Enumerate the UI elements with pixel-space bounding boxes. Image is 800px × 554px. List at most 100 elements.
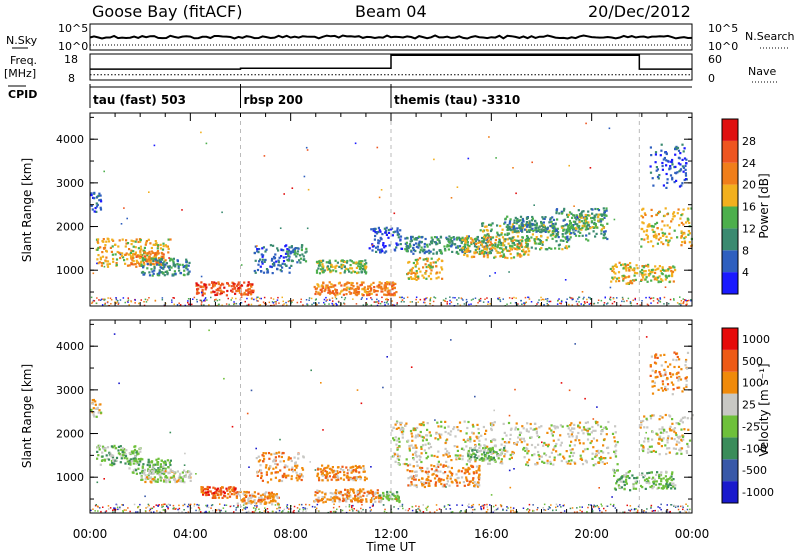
- heatmap-cell: [512, 242, 515, 245]
- heatmap-cell: [247, 283, 250, 286]
- heatmap-cell: [136, 460, 139, 463]
- heatmap-cell: [410, 268, 413, 271]
- heatmap-cell: [485, 429, 488, 432]
- heatmap-cell: [614, 452, 617, 455]
- heatmap-cell: [414, 272, 417, 275]
- heatmap-cell: [393, 292, 396, 295]
- heatmap-cell: [488, 456, 491, 459]
- heatmap-cell: [519, 215, 523, 218]
- heatmap-cell: [347, 268, 350, 271]
- heatmap-cell: [111, 464, 114, 467]
- heatmap-cell: [316, 468, 319, 471]
- heatmap-cell: [109, 246, 112, 249]
- heatmap-cell: [374, 301, 377, 303]
- heatmap-cell: [597, 213, 600, 216]
- heatmap-cell: [418, 478, 421, 482]
- heatmap-cell: [123, 259, 126, 262]
- heatmap-cell: [318, 260, 321, 263]
- heatmap-cell: [663, 232, 667, 235]
- heatmap-cell: [496, 224, 499, 227]
- heatmap-cell: [555, 442, 558, 446]
- heatmap-cell: [629, 302, 632, 305]
- heatmap-cell: [324, 288, 327, 291]
- heatmap-cell: [153, 476, 156, 479]
- heatmap-cell: [479, 450, 482, 453]
- heatmap-cell: [424, 470, 427, 473]
- heatmap-cell: [172, 297, 174, 299]
- heatmap-cell: [478, 443, 481, 446]
- heatmap-cell: [282, 475, 285, 479]
- y-tick-label: 3000: [56, 177, 84, 190]
- heatmap-cell: [483, 238, 486, 241]
- heatmap-cell: [552, 448, 555, 451]
- heatmap-cell: [491, 448, 494, 451]
- heatmap-cell: [483, 451, 486, 454]
- heatmap-cell: [370, 499, 373, 502]
- heatmap-cell: [235, 289, 238, 293]
- heatmap-cell: [268, 301, 271, 304]
- heatmap-cell: [512, 167, 514, 169]
- heatmap-cell: [214, 299, 216, 301]
- heatmap-cell: [565, 238, 568, 241]
- heatmap-cell: [471, 465, 475, 469]
- heatmap-cell: [668, 226, 671, 229]
- heatmap-cell: [484, 454, 487, 457]
- heatmap-cell: [616, 441, 619, 444]
- heatmap-cell: [140, 457, 143, 460]
- heatmap-cell: [226, 489, 229, 492]
- heatmap-cell: [524, 228, 528, 231]
- heatmap-cell: [445, 297, 447, 300]
- heatmap-cell: [558, 212, 561, 215]
- heatmap-cell: [172, 274, 175, 277]
- heatmap-cell: [326, 477, 329, 480]
- heatmap-cell: [643, 212, 646, 215]
- heatmap-cell: [278, 302, 280, 304]
- heatmap-cell: [680, 235, 683, 238]
- heatmap-cell: [162, 271, 165, 274]
- heatmap-cell: [146, 299, 149, 301]
- heatmap-cell: [480, 453, 484, 456]
- heatmap-cell: [434, 481, 438, 484]
- heatmap-cell: [460, 470, 463, 473]
- heatmap-cell: [482, 301, 485, 303]
- heatmap-cell: [529, 422, 532, 426]
- heatmap-cell: [166, 245, 169, 248]
- heatmap-cell: [443, 426, 446, 429]
- heatmap-cell: [377, 284, 380, 287]
- heatmap-cell: [590, 220, 593, 223]
- heatmap-cell: [277, 264, 280, 267]
- heatmap-cell: [529, 427, 532, 430]
- heatmap-cell: [457, 252, 460, 255]
- heatmap-cell: [674, 148, 677, 151]
- heatmap-cell: [167, 247, 170, 250]
- heatmap-cell: [466, 254, 469, 257]
- heatmap-cell: [411, 435, 414, 438]
- heatmap-cell: [481, 240, 484, 243]
- heatmap-cell: [258, 304, 260, 307]
- heatmap-cell: [408, 243, 412, 246]
- heatmap-cell: [521, 225, 524, 228]
- heatmap-cell: [499, 224, 502, 228]
- heatmap-cell: [334, 294, 337, 297]
- heatmap-cell: [634, 480, 637, 483]
- heatmap-cell: [334, 288, 337, 291]
- heatmap-cell: [406, 464, 410, 467]
- heatmap-cell: [591, 425, 594, 429]
- heatmap-cell: [627, 263, 630, 266]
- heatmap-cell: [261, 479, 264, 482]
- heatmap-cell: [291, 470, 295, 473]
- heatmap-cell: [542, 217, 545, 220]
- heatmap-cell: [645, 264, 648, 267]
- heatmap-cell: [320, 285, 323, 288]
- heatmap-cell: [159, 243, 162, 246]
- heatmap-cell: [507, 242, 510, 245]
- heatmap-cell: [494, 445, 497, 448]
- heatmap-cell: [533, 453, 536, 456]
- heatmap-cell: [326, 498, 329, 501]
- heatmap-cell: [489, 247, 492, 250]
- heatmap-cell: [392, 231, 395, 234]
- heatmap-cell: [495, 157, 497, 159]
- heatmap-cell: [602, 444, 605, 447]
- heatmap-cell: [156, 478, 160, 481]
- heatmap-cell: [506, 233, 509, 236]
